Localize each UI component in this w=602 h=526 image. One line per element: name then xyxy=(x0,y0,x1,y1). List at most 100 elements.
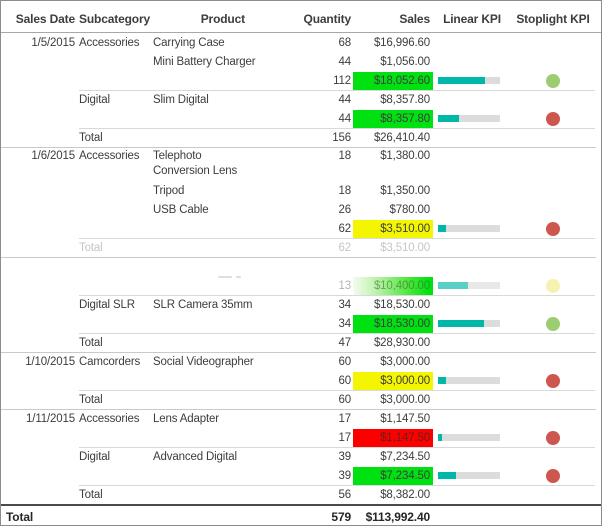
table-row: Tripod 18 $1,350.00 xyxy=(1,181,601,200)
stoplight-red-icon xyxy=(546,111,560,126)
linear-kpi-fill xyxy=(438,472,456,479)
cell-subcategory: Digital xyxy=(79,93,110,106)
linear-kpi-fill xyxy=(438,377,447,384)
linear-kpi-fill xyxy=(438,115,460,122)
cell-sales: $7,234.50 xyxy=(353,466,433,485)
grand-total-label: Total xyxy=(6,509,34,524)
cell-sales: $1,147.50 xyxy=(380,412,430,425)
cell-quantity: 34 xyxy=(338,317,352,330)
cell-sales: $3,000.00 xyxy=(380,355,430,368)
cell-sales: $10,400.00 xyxy=(353,276,433,295)
cell-subcategory: Total xyxy=(79,241,103,254)
cell-quantity: 18 xyxy=(338,150,352,162)
cell-subcategory: Digital SLR xyxy=(79,298,135,311)
col-header-subcategory: Subcategory xyxy=(79,11,151,26)
cell-product: Mini Battery Charger xyxy=(153,55,256,68)
cell-sales: $7,234.50 xyxy=(380,450,430,463)
cell-sales-date: 1/10/2015 xyxy=(25,355,75,368)
table-body: 1/5/2015 Accessories Carrying Case 68 $16,99… xyxy=(1,33,601,525)
table-row: Total 47 $28,930.00 xyxy=(1,333,601,352)
cell-quantity: 34 xyxy=(338,298,352,311)
faded-text-remnant xyxy=(236,275,241,278)
col-header-product: Product xyxy=(200,11,245,26)
table-row: 62 $3,510.00 xyxy=(1,219,601,238)
cell-quantity: 47 xyxy=(338,336,352,349)
col-header-quantity: Quantity xyxy=(303,11,352,26)
cell-quantity: 62 xyxy=(338,241,352,254)
table-row: 39 $7,234.50 xyxy=(1,466,601,485)
cell-linear-kpi xyxy=(433,225,511,232)
table-row: Total 60 $3,000.00 xyxy=(1,390,601,409)
cell-sales: $18,052.60 xyxy=(353,71,433,90)
cell-quantity: 62 xyxy=(338,222,352,235)
table-row: Digital Advanced Digital 39 $7,234.50 xyxy=(1,447,601,466)
cell-linear-kpi xyxy=(433,472,511,479)
cell-quantity: 18 xyxy=(338,184,352,197)
col-header-stoplight-kpi: Stoplight KPI xyxy=(516,11,590,26)
cell-quantity: 13 xyxy=(338,279,352,292)
cell-stoplight-kpi xyxy=(511,316,595,331)
table-row: Digital SLR SLR Camera 35mm 34 $18,530.00 xyxy=(1,295,601,314)
cell-sales-date: 1/6/2015 xyxy=(31,150,75,162)
cell-subcategory: Digital xyxy=(79,450,110,463)
cell-quantity: 68 xyxy=(338,36,352,49)
cell-product: Social Videographer xyxy=(153,355,254,368)
cell-quantity: 60 xyxy=(338,374,352,387)
sales-highlight-yellow: $3,000.00 xyxy=(353,371,433,390)
linear-kpi-fill xyxy=(438,77,485,84)
sales-highlight-red: $1,147.50 xyxy=(353,428,433,447)
cell-stoplight-kpi xyxy=(511,278,595,293)
linear-kpi-fill xyxy=(438,320,484,327)
cell-sales: $1,350.00 xyxy=(380,184,430,197)
grand-total-row: Total 579 $113,992.40 xyxy=(1,504,601,525)
cell-linear-kpi xyxy=(433,434,511,441)
cell-sales-date: 1/11/2015 xyxy=(26,412,75,425)
cell-sales: $3,510.00 xyxy=(353,219,433,238)
stoplight-yellow-faded-icon xyxy=(546,278,560,293)
linear-kpi-bar xyxy=(438,434,500,441)
col-header-linear-kpi: Linear KPI xyxy=(443,11,501,26)
sales-highlight-gradient: $10,400.00 xyxy=(353,276,433,295)
col-header-sales: Sales xyxy=(399,11,430,26)
cell-quantity: 39 xyxy=(338,469,352,482)
cell-product: Lens Adapter xyxy=(153,412,219,425)
linear-kpi-bar xyxy=(438,115,500,122)
linear-kpi-fill xyxy=(438,282,468,289)
cell-subcategory: Accessories xyxy=(79,150,140,162)
linear-kpi-bar xyxy=(438,472,500,479)
cell-subcategory: Accessories xyxy=(79,36,140,49)
cell-sales: $8,357.80 xyxy=(380,93,430,106)
cell-sales: $1,056.00 xyxy=(380,55,430,68)
cell-product: Carrying Case xyxy=(153,36,225,49)
cell-sales: $26,410.40 xyxy=(373,131,430,144)
cell-quantity: 156 xyxy=(332,131,351,144)
cell-sales: $1,380.00 xyxy=(380,150,430,162)
cell-subcategory: Total xyxy=(79,336,103,349)
table-row: 34 $18,530.00 xyxy=(1,314,601,333)
cell-stoplight-kpi xyxy=(511,111,595,126)
table-row: 112 $18,052.60 xyxy=(1,71,601,90)
sales-highlight-yellow: $3,510.00 xyxy=(353,219,433,238)
cell-product: Telephoto Conversion Lens xyxy=(153,150,238,177)
cell-sales: $16,996.60 xyxy=(373,36,430,49)
cell-subcategory: Accessories xyxy=(79,412,140,425)
cell-quantity: 44 xyxy=(338,55,352,68)
cell-subcategory: Total xyxy=(79,131,103,144)
cell-product: Slim Digital xyxy=(153,93,209,106)
table-row: Digital Slim Digital 44 $8,357.80 xyxy=(1,90,601,109)
sales-highlight-green: $7,234.50 xyxy=(353,466,433,485)
cell-sales: $1,147.50 xyxy=(353,428,433,447)
cell-linear-kpi xyxy=(433,377,511,384)
table-header-row: Sales Date Subcategory Product Quantity … xyxy=(1,1,601,33)
linear-kpi-bar xyxy=(438,225,500,232)
cell-stoplight-kpi xyxy=(511,468,595,483)
table-row: 1/11/2015 Accessories Lens Adapter 17 $1,147… xyxy=(1,409,601,428)
sales-highlight-green: $18,530.00 xyxy=(353,314,433,333)
cell-stoplight-kpi xyxy=(511,147,595,149)
table-row: 1/10/2015 Camcorders Social Videographer 60… xyxy=(1,352,601,371)
table-row: 13 $10,400.00 xyxy=(1,276,601,295)
table-row: Total 56 $8,382.00 xyxy=(1,485,601,504)
cell-quantity: 579 xyxy=(331,509,351,524)
table-row: 17 $1,147.50 xyxy=(1,428,601,447)
cell-quantity: 44 xyxy=(338,93,352,106)
